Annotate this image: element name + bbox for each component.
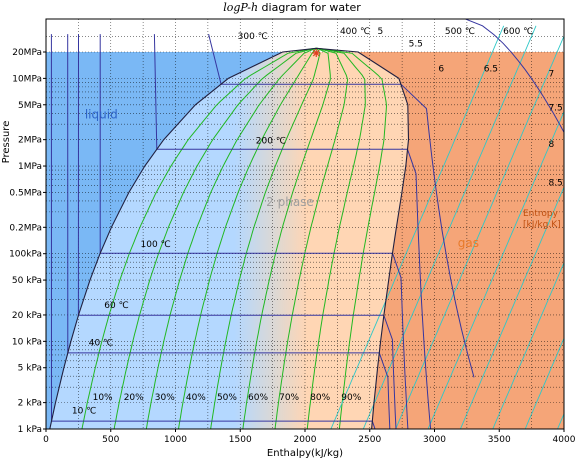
entropy-label: 5.5 [409, 40, 423, 50]
y-tick-label: 20MPa [12, 48, 42, 58]
entropy-label: 6 [438, 64, 444, 74]
entropy-label: 5 [378, 27, 384, 37]
quality-label: 40% [186, 393, 206, 403]
isotherm-line [153, 34, 432, 429]
y-tick-label: 50 kPa [12, 276, 42, 286]
x-axis-label: Enthalpy(kJ/kg) [267, 448, 343, 459]
quality-label: 70% [279, 393, 299, 403]
entropy-line [395, 34, 564, 429]
y-tick-label: 2MPa [18, 136, 42, 146]
saturation-curve [49, 47, 410, 429]
entropy-label: 7.5 [548, 104, 562, 114]
quality-line [145, 47, 317, 429]
quality-line [242, 47, 331, 429]
quality-label: 30% [155, 393, 175, 403]
isotherm-line [208, 33, 475, 378]
y-tick-label: 10MPa [12, 74, 42, 84]
entropy-unit: [kJ/kg.K] [523, 220, 561, 230]
entropy-label: 6.5 [484, 64, 498, 74]
entropy-line [459, 186, 564, 429]
isotherm-line [464, 19, 564, 134]
entropy-label: 7 [548, 70, 554, 80]
y-tick-label: 1MPa [18, 162, 42, 172]
y-axis-label: Pressure [1, 121, 12, 164]
isotherm-line [99, 34, 409, 429]
x-tick-label: 4000 [553, 435, 576, 445]
quality-line [113, 47, 317, 429]
y-tick-label: 5 kPa [18, 364, 42, 374]
quality-label: 20% [124, 393, 144, 403]
entropy-line [524, 337, 564, 429]
quality-line [81, 47, 317, 429]
isotherm-label: 500 ℃ [445, 27, 475, 37]
y-tick-label: 1 kPa [18, 425, 42, 435]
quality-line [274, 47, 349, 429]
y-tick-label: 20 kPa [12, 311, 42, 321]
quality-label: 10% [93, 393, 113, 403]
quality-label: 90% [341, 393, 361, 403]
y-tick-label: 5MPa [18, 101, 42, 111]
chart-title-main: logP-h [223, 1, 258, 14]
isotherm-label: 400 ℃ [340, 27, 370, 37]
chart-title-rest: diagram for water [258, 1, 361, 14]
x-tick-label: 3000 [423, 435, 446, 445]
entropy-line [330, 25, 505, 429]
x-tick-label: 500 [102, 435, 119, 445]
y-tick-label: 0.5MPa [9, 188, 42, 198]
entropy-line [362, 25, 537, 429]
region-label-liquid: liquid [85, 107, 118, 121]
y-tick-label: 100kPa [9, 250, 42, 260]
isotherm-line [67, 34, 391, 429]
isotherm-label: 300 ℃ [238, 32, 268, 42]
isotherm-label: 200 ℃ [256, 137, 286, 147]
y-tick-label: 10 kPa [12, 337, 42, 347]
x-tick-label: 1000 [164, 435, 187, 445]
entropy-label: 8.5 [548, 178, 562, 188]
two-phase-dome [49, 48, 409, 429]
entropy-line [427, 110, 564, 429]
quality-label: 80% [310, 393, 330, 403]
isotherm-label: 60 ℃ [104, 301, 128, 311]
entropy-title: Entropy [523, 209, 559, 219]
isotherm-label: 100 ℃ [141, 240, 171, 250]
isotherm-label: 40 ℃ [89, 338, 113, 348]
x-tick-label: 2500 [358, 435, 381, 445]
quality-label: 60% [248, 393, 268, 403]
region-label-two-phase: 2 phase [266, 195, 314, 209]
isotherm-label: 10 ℃ [72, 407, 96, 417]
x-tick-label: 0 [43, 435, 49, 445]
isotherm-line [77, 34, 397, 429]
y-tick-label: 2 kPa [18, 399, 42, 409]
critical-point-marker [312, 49, 321, 57]
entropy-label: 8 [548, 140, 554, 150]
quality-line [316, 47, 388, 429]
x-tick-label: 3500 [488, 435, 511, 445]
quality-line [306, 47, 366, 429]
quality-line [177, 47, 317, 429]
region-label-gas: gas [458, 236, 479, 250]
isotherm-label: 600 ℃ [503, 27, 533, 37]
entropy-line [492, 261, 564, 429]
quality-line [210, 47, 321, 429]
x-tick-label: 2000 [294, 435, 317, 445]
quality-label: 50% [217, 393, 237, 403]
x-tick-label: 1500 [229, 435, 252, 445]
chart-title: logP-h diagram for water [223, 1, 361, 14]
supercritical-band [46, 19, 564, 52]
y-tick-label: 0.2MPa [9, 223, 42, 233]
grid [46, 19, 564, 429]
